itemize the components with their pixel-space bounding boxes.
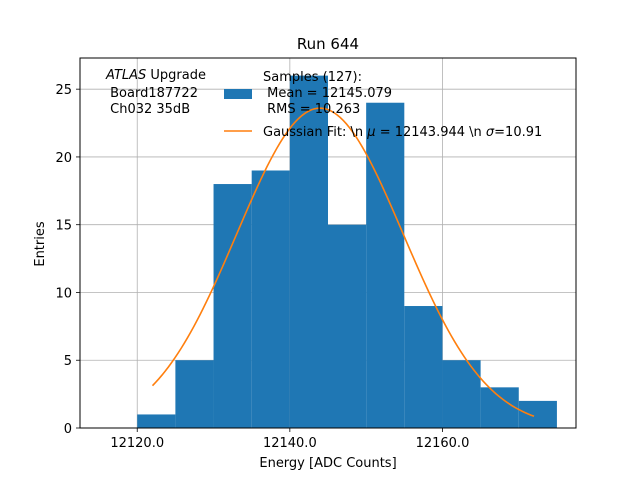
histogram-bar-9 — [480, 387, 519, 428]
chart-title: Run 644 — [297, 35, 359, 53]
channel-label: Ch032 35dB — [106, 102, 190, 117]
y-tick-label-5: 25 — [55, 83, 72, 98]
atlas-italic: ATLAS — [105, 68, 146, 83]
histogram-bar-4 — [289, 75, 328, 428]
fit-label-part-2: = 12143.944 \n — [376, 125, 486, 140]
legend-samples-mean: Mean = 12145.079 — [263, 86, 392, 101]
atlas-upgrade: Upgrade — [146, 68, 206, 83]
y-axis-label: Entries — [33, 221, 48, 267]
axis-ticks: 12120.0 12140.0 12160.0 0 5 10 15 20 25 — [55, 83, 469, 451]
atlas-label: ATLAS Upgrade — [105, 68, 206, 83]
x-tick-label-2: 12160.0 — [416, 436, 470, 451]
histogram-bar-3 — [251, 170, 290, 428]
y-tick-label-1: 5 — [64, 354, 72, 369]
x-tick-label-1: 12140.0 — [263, 436, 317, 451]
fit-label-mu: μ — [366, 125, 375, 140]
histogram-bar-1 — [175, 360, 214, 428]
gaussian-fit-curve — [151, 107, 535, 418]
histogram-bar-10 — [518, 400, 557, 428]
legend-fit-label: Gaussian Fit: \n μ = 12143.944 \n σ=10.9… — [263, 125, 542, 140]
legend-samples-title: Samples (127): — [263, 70, 362, 85]
x-axis-label: Energy [ADC Counts] — [259, 456, 396, 471]
histogram-bar-5 — [328, 224, 367, 428]
fit-label-sigma: σ — [486, 125, 495, 140]
plot-frame — [79, 57, 577, 429]
y-tick-label-0: 0 — [64, 422, 72, 437]
y-tick-label-2: 10 — [55, 286, 72, 301]
histogram-bar-6 — [366, 102, 405, 428]
x-tick-label-0: 12120.0 — [110, 436, 164, 451]
y-tick-label-3: 15 — [55, 219, 72, 234]
legend: Samples (127): Mean = 12145.079 RMS = 10… — [224, 70, 542, 140]
legend-samples-swatch — [224, 89, 252, 99]
y-tick-label-4: 20 — [55, 151, 72, 166]
histogram-bar-2 — [213, 184, 252, 428]
fit-label-part-3: =10.91 — [494, 125, 542, 140]
atlas-annotation: ATLAS Upgrade Board187722 Ch032 35dB — [105, 68, 206, 117]
legend-samples-rms: RMS = 10.263 — [263, 102, 360, 117]
board-label: Board187722 — [106, 86, 198, 101]
gaussian-fit-layer — [151, 107, 535, 418]
histogram-bar-0 — [137, 414, 176, 428]
fit-label-part-1: Gaussian Fit: \n — [263, 125, 367, 140]
histogram-bar-7 — [404, 306, 443, 428]
histogram-bars — [137, 75, 557, 428]
